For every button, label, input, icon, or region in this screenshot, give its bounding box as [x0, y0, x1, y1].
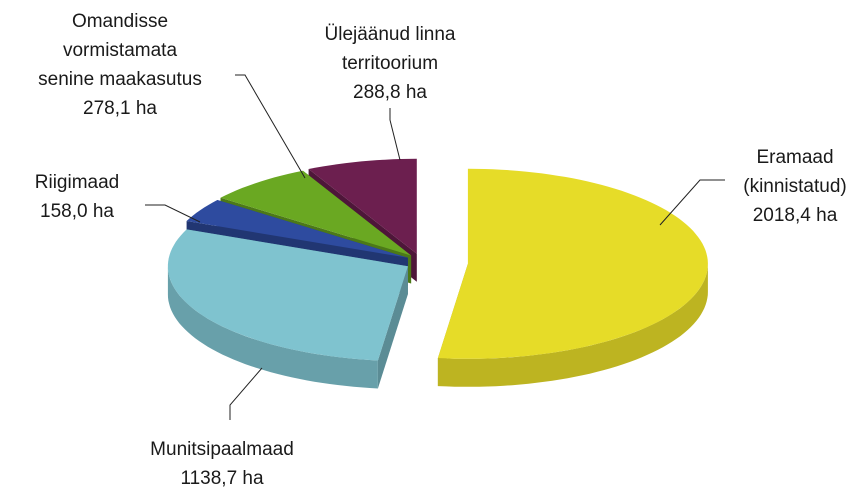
value-label: 1138,7 ha [180, 468, 264, 489]
slice-label: Omandisse [72, 11, 168, 32]
slice [437, 168, 708, 387]
slice-top [437, 168, 708, 359]
value-label: 278,1 ha [83, 98, 157, 119]
value-label: 2018,4 ha [753, 205, 838, 226]
value-label: 288,8 ha [353, 82, 427, 103]
slice-top [186, 200, 408, 258]
leader-line [229, 367, 263, 420]
leader-line [145, 204, 201, 223]
leader-line [235, 74, 306, 179]
slice-label: Ülejäänud linna [325, 24, 456, 45]
slice-rim [437, 263, 708, 387]
value-label: 158,0 ha [40, 201, 114, 222]
slice-top [220, 170, 412, 256]
leader-line [659, 179, 725, 226]
slice [167, 229, 408, 389]
slice-label: Munitsipaalmaad [150, 439, 294, 460]
slice-top [167, 229, 408, 361]
slice-wall [377, 266, 408, 389]
slice-label: Riigimaad [35, 172, 119, 193]
slice-label: Eramaad [756, 147, 833, 168]
slice-rim [167, 266, 378, 389]
slice-label: senine maakasutus [38, 69, 202, 90]
slice-label: (kinnistatud) [743, 176, 847, 197]
slice-label: territoorium [342, 53, 438, 74]
leader-line [389, 108, 401, 161]
slice-top [308, 158, 417, 254]
slice-label: vormistamata [63, 40, 177, 61]
